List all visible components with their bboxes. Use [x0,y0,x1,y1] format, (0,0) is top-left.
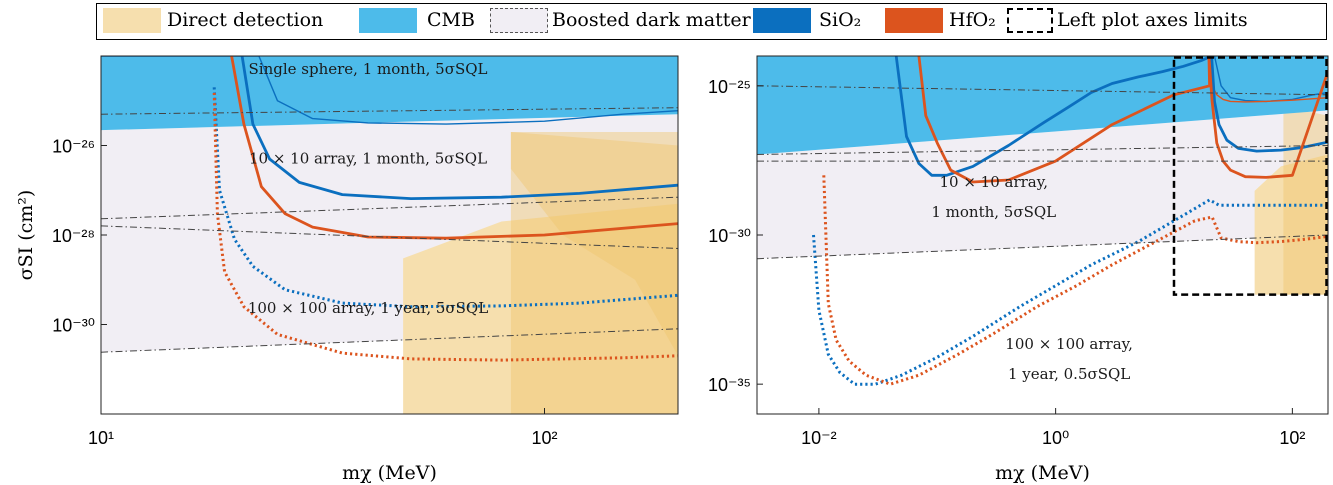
axes-limits-swatch [1007,8,1053,33]
x-tick-label: 10⁻² [801,428,837,448]
annotation-label: 100 × 100 array, 1 year, 5σSQL [248,299,488,317]
sio2-dotted-line [212,87,678,309]
boosted-dark-matter-dashdot-line [101,328,678,353]
boosted-dark-matter-dashdot-line [757,85,1328,96]
x-tick-label: 10⁰ [1042,428,1069,448]
x-tick-label: 10² [1279,428,1305,448]
annotation-label: 1 year, 0.5σSQL [1008,365,1130,383]
annotation-label: Single sphere, 1 month, 5σSQL [249,60,488,78]
x-axis-label: mχ (MeV) [995,462,1090,484]
legend-label: Direct detection [167,9,324,31]
direct-detection-region [1283,106,1328,295]
sio2-dotted-line [812,198,1328,386]
y-tick-label: 10⁻²⁸ [52,226,95,246]
boosted-dark-matter-dashdot-line [101,196,678,220]
right-plot-area [757,56,1328,386]
hfo2-solid-line [230,56,678,240]
boosted-dark-matter-swatch [490,8,548,33]
legend-label: CMB [427,9,475,31]
legend-label: Boosted dark matter [552,9,751,31]
boosted-dark-matter-dashdot-line [101,225,678,249]
legend-label: SiO₂ [819,9,862,31]
legend-label: HfO₂ [949,9,996,31]
hfo2-solid-line [917,56,1328,184]
x-tick-label: 10¹ [88,428,114,448]
sio2-solid-line [894,56,1328,177]
annotation-label: 1 month, 5σSQL [931,203,1056,221]
sio2-solid-line [240,56,678,200]
x-tick-label: 10² [531,428,557,448]
annotation-label: 10 × 10 array, 1 month, 5σSQL [249,149,487,167]
sio2-thin-line [101,56,678,125]
hfo2-swatch [885,8,943,33]
x-axis-label: mχ (MeV) [342,462,437,484]
y-tick-label: 10⁻³⁵ [708,375,751,395]
y-tick-label: 10⁻²⁵ [708,77,751,97]
left-plot-axes-limits-box [1172,56,1328,296]
annotation-label: 10 × 10 array, [939,173,1048,191]
direct-detection-region [403,203,678,414]
direct-detection-swatch [103,8,161,33]
hfo2-dotted-line [822,175,1328,386]
y-axis-label: σSI (cm²) [15,190,37,281]
left-plot-area [101,56,678,414]
boosted-dark-matter-dashdot-line [757,145,1328,155]
direct-detection-region [1254,154,1328,295]
y-tick-label: 10⁻³⁰ [708,226,751,246]
boosted-dark-matter-dashdot-line [757,234,1328,260]
cmb-swatch [359,8,417,33]
direct-detection-region [510,132,678,414]
annotation-label: 100 × 100 array, [1005,335,1133,353]
legend-label: Left plot axes limits [1057,9,1248,31]
y-tick-label: 10⁻³⁰ [52,316,95,336]
sio2-thin-line [1210,56,1328,103]
boosted-dark-matter-dashdot-line [101,107,678,115]
y-tick-label: 10⁻²⁶ [52,137,95,157]
boosted-dark-matter-region [757,110,1328,259]
sio2-swatch [753,8,811,33]
legend: Direct detection CMB Boosted dark matter… [96,3,1327,40]
